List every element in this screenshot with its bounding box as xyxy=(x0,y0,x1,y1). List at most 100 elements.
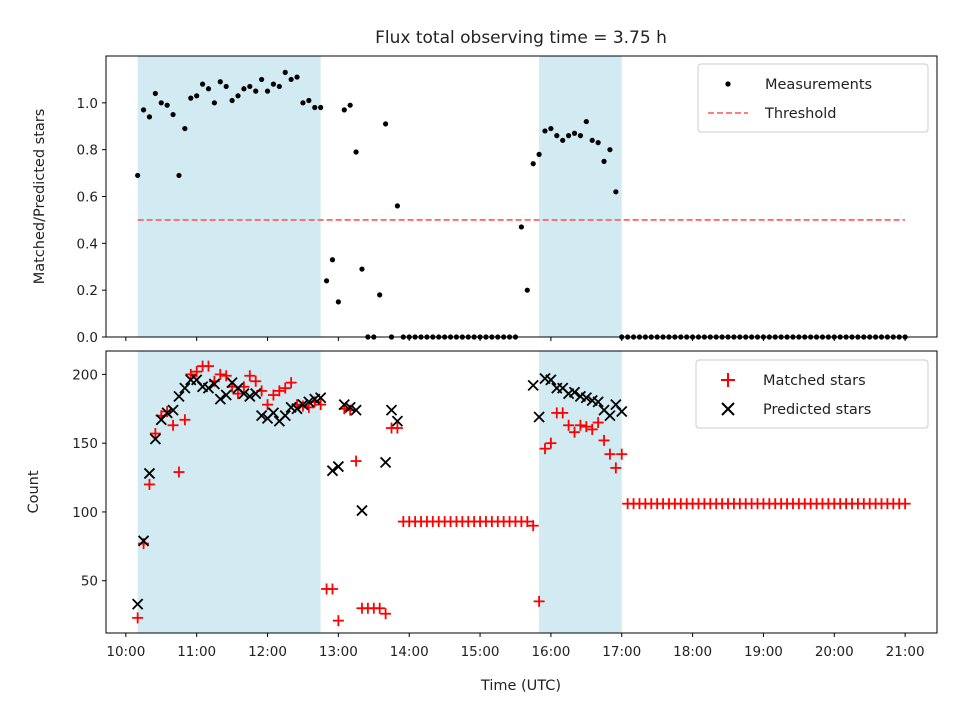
bottom-y-tick-label: 50 xyxy=(81,574,98,590)
predicted-star-point xyxy=(568,386,581,398)
x-tick-label: 11:00 xyxy=(177,644,216,660)
legend-matched-label: Matched stars xyxy=(763,373,866,389)
matched-star-point xyxy=(220,370,232,382)
measurement-point xyxy=(583,118,589,125)
matched-star-point xyxy=(592,417,604,429)
predicted-star-point xyxy=(350,404,362,416)
bottom-axes-frame xyxy=(105,350,938,634)
matched-star-point xyxy=(191,366,203,378)
measurement-point xyxy=(323,278,330,284)
predicted-star-point xyxy=(179,382,191,394)
measurement-point xyxy=(382,121,389,127)
bottom-y-axis-label: Count xyxy=(26,470,42,513)
measurement-point xyxy=(205,86,212,92)
measurement-point xyxy=(571,130,578,136)
predicted-star-point xyxy=(255,410,268,422)
top-y-tick-label: 0.0 xyxy=(77,330,98,346)
measurement-point xyxy=(152,90,158,97)
measurement-point xyxy=(530,161,536,167)
measurement-point xyxy=(199,81,206,87)
chart-title: Flux total observing time = 3.75 h xyxy=(375,28,667,48)
matched-star-point xyxy=(149,428,161,440)
matched-star-point xyxy=(185,368,197,380)
measurement-point xyxy=(607,147,613,153)
measurement-point xyxy=(259,76,265,83)
measurement-point xyxy=(276,83,282,90)
matched-star-point xyxy=(232,388,244,400)
measurement-point xyxy=(294,74,300,80)
matched-star-point xyxy=(214,368,226,380)
matched-star-point xyxy=(569,426,581,438)
measurement-point xyxy=(359,266,365,272)
measurement-point xyxy=(566,133,572,139)
predicted-star-point xyxy=(315,392,327,404)
matched-star-point xyxy=(279,382,291,394)
matched-star-point xyxy=(610,462,622,474)
ratio-panel: 0.0 0.2 0.4 0.6 0.8 1.0 Matched/Predicted sta… xyxy=(32,55,938,346)
measurement-point xyxy=(341,107,347,113)
predicted-star-point xyxy=(326,465,339,477)
measurement-point xyxy=(394,203,401,209)
predicted-star-point xyxy=(214,393,226,405)
top-y-tick-label: 0.6 xyxy=(77,190,98,206)
measurement-point xyxy=(548,125,554,132)
measurement-point xyxy=(288,76,294,83)
measurement-point xyxy=(235,93,241,99)
matched-star-point xyxy=(521,516,533,528)
legend-matched-marker xyxy=(721,373,735,387)
measurement-point xyxy=(377,292,383,298)
matched-star-point xyxy=(545,437,557,449)
measurement-point xyxy=(335,299,341,305)
predicted-star-point xyxy=(161,407,173,419)
measurement-point xyxy=(589,137,595,143)
matched-star-point xyxy=(586,423,598,435)
predicted-star-point xyxy=(527,379,539,392)
matched-star-point xyxy=(250,375,262,387)
predicted-star-point xyxy=(149,433,161,445)
x-tick-label: 15:00 xyxy=(461,644,500,660)
matched-star-point xyxy=(557,407,569,419)
x-tick-label: 20:00 xyxy=(815,644,854,660)
shaded-span-1 xyxy=(137,56,321,337)
matched-star-point xyxy=(616,448,628,460)
measurement-point xyxy=(524,287,530,293)
matched-star-point xyxy=(350,455,362,467)
predicted-star-point xyxy=(244,390,256,403)
predicted-star-point xyxy=(344,401,356,414)
measurement-point xyxy=(146,114,153,120)
predicted-star-point xyxy=(202,382,215,394)
measurement-point xyxy=(164,102,170,108)
measurement-point xyxy=(353,149,359,155)
top-y-tick-label: 1.0 xyxy=(77,96,98,112)
measurement-point xyxy=(170,111,176,118)
matched-star-point xyxy=(380,608,392,620)
legend-measurements-marker xyxy=(725,81,731,87)
x-tick-label: 17:00 xyxy=(602,644,641,660)
matched-star-point xyxy=(173,466,185,478)
predicted-star-point xyxy=(167,404,179,416)
predicted-star-point xyxy=(297,399,309,411)
legend-predicted-marker xyxy=(721,402,735,416)
x-tick-label: 16:00 xyxy=(531,644,570,660)
matched-star-point xyxy=(574,419,586,431)
matched-star-point xyxy=(580,421,592,433)
x-tick-label: 18:00 xyxy=(673,644,712,660)
predicted-star-point xyxy=(545,374,557,386)
predicted-star-point xyxy=(332,460,345,473)
predicted-star-point xyxy=(291,403,303,415)
measurement-point xyxy=(312,104,318,111)
matched-star-point xyxy=(391,422,403,434)
matched-star-point xyxy=(598,434,610,446)
x-tick-label: 10:00 xyxy=(106,644,145,660)
measurement-point xyxy=(318,104,324,111)
shaded-span-2 xyxy=(539,351,622,633)
matched-star-point xyxy=(563,419,575,431)
matched-star-point xyxy=(143,478,155,490)
observing-spans xyxy=(137,56,622,337)
x-tick-label: 13:00 xyxy=(319,644,358,660)
predicted-star-point xyxy=(143,467,156,480)
measurement-point xyxy=(542,128,548,134)
top-y-tick-label: 0.4 xyxy=(77,236,98,252)
predicted-star-point xyxy=(356,504,368,517)
measurement-point xyxy=(595,140,601,146)
